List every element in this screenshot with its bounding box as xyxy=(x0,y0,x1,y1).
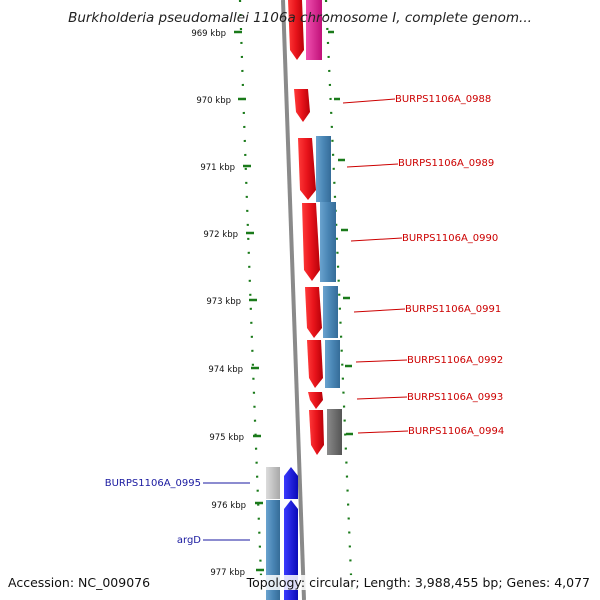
tick-label: 975 kbp xyxy=(209,433,244,443)
tick-label: 972 kbp xyxy=(203,230,238,240)
gene-arrow-BURPS1106A_0994[interactable] xyxy=(309,410,324,455)
gene-top-pink[interactable] xyxy=(306,0,322,60)
tick-label: 971 kbp xyxy=(200,163,235,173)
tick-label: 969 kbp xyxy=(191,29,226,39)
outer-dotted-track xyxy=(238,0,264,600)
accession-text: Accession: NC_009076 xyxy=(6,575,153,590)
leader-line xyxy=(353,308,406,313)
gene-label-BURPS1106A_0988[interactable]: BURPS1106A_0988 xyxy=(395,94,491,105)
cds-BURPS1106A_0995[interactable] xyxy=(266,467,280,499)
leader-line xyxy=(356,396,408,400)
gene-arrow-BURPS1106A_0993[interactable] xyxy=(308,392,323,409)
gene-label-BURPS1106A_0991[interactable]: BURPS1106A_0991 xyxy=(405,304,501,315)
tick-label: 970 kbp xyxy=(196,96,231,106)
cds-BURPS1106A_0992[interactable] xyxy=(325,340,340,388)
cds-BURPS1106A_0989[interactable] xyxy=(316,136,331,202)
genome-info-text: Topology: circular; Length: 3,988,455 bp… xyxy=(244,575,592,590)
inner-dotted-track xyxy=(324,0,354,600)
cds-BURPS1106A_0990[interactable] xyxy=(320,202,336,282)
leader-line xyxy=(346,163,399,168)
tick-label: 977 kbp xyxy=(210,568,245,578)
tick-label: 974 kbp xyxy=(208,365,243,375)
gene-label-BURPS1106A_0989[interactable]: BURPS1106A_0989 xyxy=(398,158,494,169)
page-title: Burkholderia pseudomallei 1106a chromoso… xyxy=(68,10,532,26)
gene-arrow-BURPS1106A_0992[interactable] xyxy=(307,340,323,388)
cds-BURPS1106A_0994[interactable] xyxy=(327,409,342,455)
tick-label: 973 kbp xyxy=(206,297,241,307)
leader-line xyxy=(357,430,409,434)
leader-line xyxy=(355,359,408,363)
gene-label-argD[interactable]: argD xyxy=(177,535,201,546)
gene-label-BURPS1106A_0990[interactable]: BURPS1106A_0990 xyxy=(402,233,498,244)
gene-arrow-BURPS1106A_0995[interactable] xyxy=(284,467,298,499)
gene-label-BURPS1106A_0992[interactable]: BURPS1106A_0992 xyxy=(407,355,503,366)
gene-label-BURPS1106A_0994[interactable]: BURPS1106A_0994 xyxy=(408,426,504,437)
red-leader-lines xyxy=(342,98,409,434)
gene-label-BURPS1106A_0993[interactable]: BURPS1106A_0993 xyxy=(407,392,503,403)
leader-line xyxy=(350,237,403,242)
tick-label: 976 kbp xyxy=(211,501,246,511)
blue-leader-lines xyxy=(203,482,250,541)
gene-arrow-top-red[interactable] xyxy=(288,0,304,60)
gene-arrow-BURPS1106A_0990[interactable] xyxy=(302,203,320,281)
gene-label-BURPS1106A_0995[interactable]: BURPS1106A_0995 xyxy=(105,478,201,489)
cds-BURPS1106A_0991[interactable] xyxy=(323,286,338,338)
gene-arrow-BURPS1106A_0989[interactable] xyxy=(298,138,316,200)
gene-arrow-BURPS1106A_0991[interactable] xyxy=(305,287,322,338)
genome-backbone xyxy=(281,0,306,600)
gene-arrow-BURPS1106A_0988[interactable] xyxy=(294,89,310,122)
scale-ticks xyxy=(234,30,353,572)
leader-line xyxy=(342,98,396,104)
